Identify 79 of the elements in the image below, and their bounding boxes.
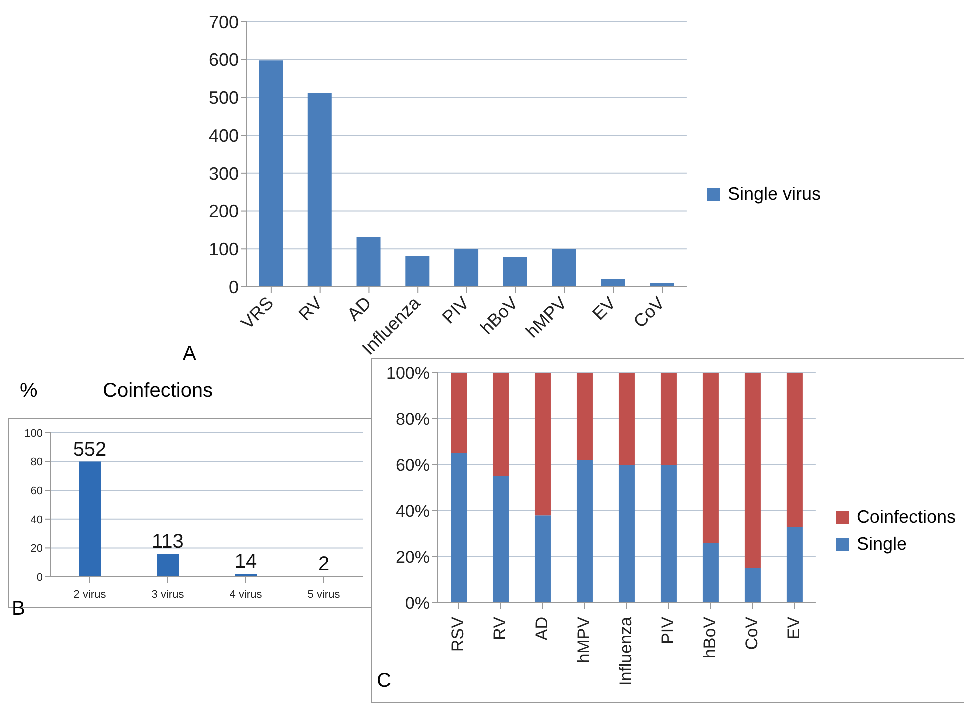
- text: C: [377, 670, 392, 693]
- bar: [702, 543, 719, 603]
- x-tick-label: RV: [490, 616, 510, 640]
- bar: [601, 279, 626, 287]
- x-tick-label: Influenza: [616, 616, 636, 686]
- legend-label: Single: [856, 534, 907, 554]
- y-tick-label: 400: [208, 126, 239, 146]
- chart-title: Coinfections: [103, 380, 214, 403]
- bar: [660, 373, 677, 465]
- y-tick-label: 600: [208, 50, 239, 70]
- y-tick-label: 40: [30, 514, 43, 526]
- x-tick-label: AD: [532, 617, 552, 641]
- y-tick-label: 0%: [405, 594, 430, 614]
- y-axis-title: %: [20, 380, 38, 403]
- x-tick-label: 5 virus: [308, 589, 341, 602]
- text: 2: [318, 554, 330, 576]
- bar: [492, 373, 509, 476]
- x-tick-label: EV: [588, 293, 620, 324]
- text: 552: [73, 438, 107, 461]
- x-tick-label: PIV: [658, 616, 678, 644]
- x-tick-label: 2 virus: [74, 589, 107, 602]
- y-tick-label: 80: [30, 456, 43, 469]
- x-tick-label: hBoV: [700, 616, 720, 659]
- text: B: [12, 598, 26, 621]
- x-tick-label: CoV: [742, 616, 762, 650]
- bar: [660, 465, 677, 603]
- y-tick-label: 0: [36, 572, 43, 584]
- y-tick-label: 100: [24, 428, 43, 440]
- bar: [492, 476, 509, 603]
- bar: [618, 373, 635, 465]
- bar: [308, 93, 332, 287]
- text: 113: [152, 530, 184, 553]
- bar: [534, 516, 551, 603]
- x-tick-label: 3 virus: [152, 589, 185, 602]
- y-tick-label: 300: [208, 164, 239, 184]
- bar: [786, 527, 803, 603]
- bar: [744, 373, 761, 568]
- x-tick-label: CoV: [630, 293, 669, 332]
- bar: [406, 256, 430, 287]
- bar: [79, 462, 101, 577]
- bar: [786, 373, 803, 528]
- y-tick-label: 100%: [386, 364, 430, 384]
- text: 14: [234, 551, 258, 574]
- legend-label: Single virus: [728, 184, 821, 205]
- bar: [451, 454, 467, 603]
- y-tick-label: 20%: [396, 548, 430, 568]
- y-tick-label: 700: [208, 12, 239, 32]
- bar: [552, 250, 576, 287]
- bar: [534, 373, 551, 516]
- y-tick-label: 40%: [396, 502, 430, 522]
- bar: [576, 460, 593, 603]
- text: A: [183, 343, 196, 366]
- x-tick-label: RSV: [448, 616, 468, 652]
- y-tick-label: 80%: [396, 410, 430, 430]
- legend-label: Coinfections: [856, 506, 956, 528]
- x-tick-label: PIV: [438, 293, 474, 328]
- x-tick-label: 4 virus: [230, 589, 263, 602]
- bar: [356, 237, 381, 287]
- x-tick-label: RV: [294, 293, 327, 325]
- y-tick-label: 0: [228, 277, 239, 298]
- y-tick-label: 60: [30, 486, 43, 498]
- bar: [454, 249, 479, 287]
- bar: [744, 568, 761, 603]
- y-tick-label: 60%: [396, 456, 430, 476]
- bar: [503, 257, 528, 287]
- y-tick-label: 20: [30, 543, 43, 556]
- bar: [451, 373, 467, 454]
- bar: [618, 465, 635, 603]
- bar: [157, 554, 179, 577]
- bar: [259, 60, 283, 287]
- bar: [702, 373, 719, 544]
- x-tick-label: EV: [784, 616, 804, 640]
- x-tick-label: hMPV: [574, 616, 594, 664]
- bar: [650, 283, 674, 287]
- bar: [576, 373, 593, 460]
- y-tick-label: 100: [208, 240, 239, 260]
- x-tick-label: VRS: [237, 293, 278, 334]
- y-tick-label: 200: [208, 202, 239, 222]
- y-tick-label: 500: [208, 88, 239, 108]
